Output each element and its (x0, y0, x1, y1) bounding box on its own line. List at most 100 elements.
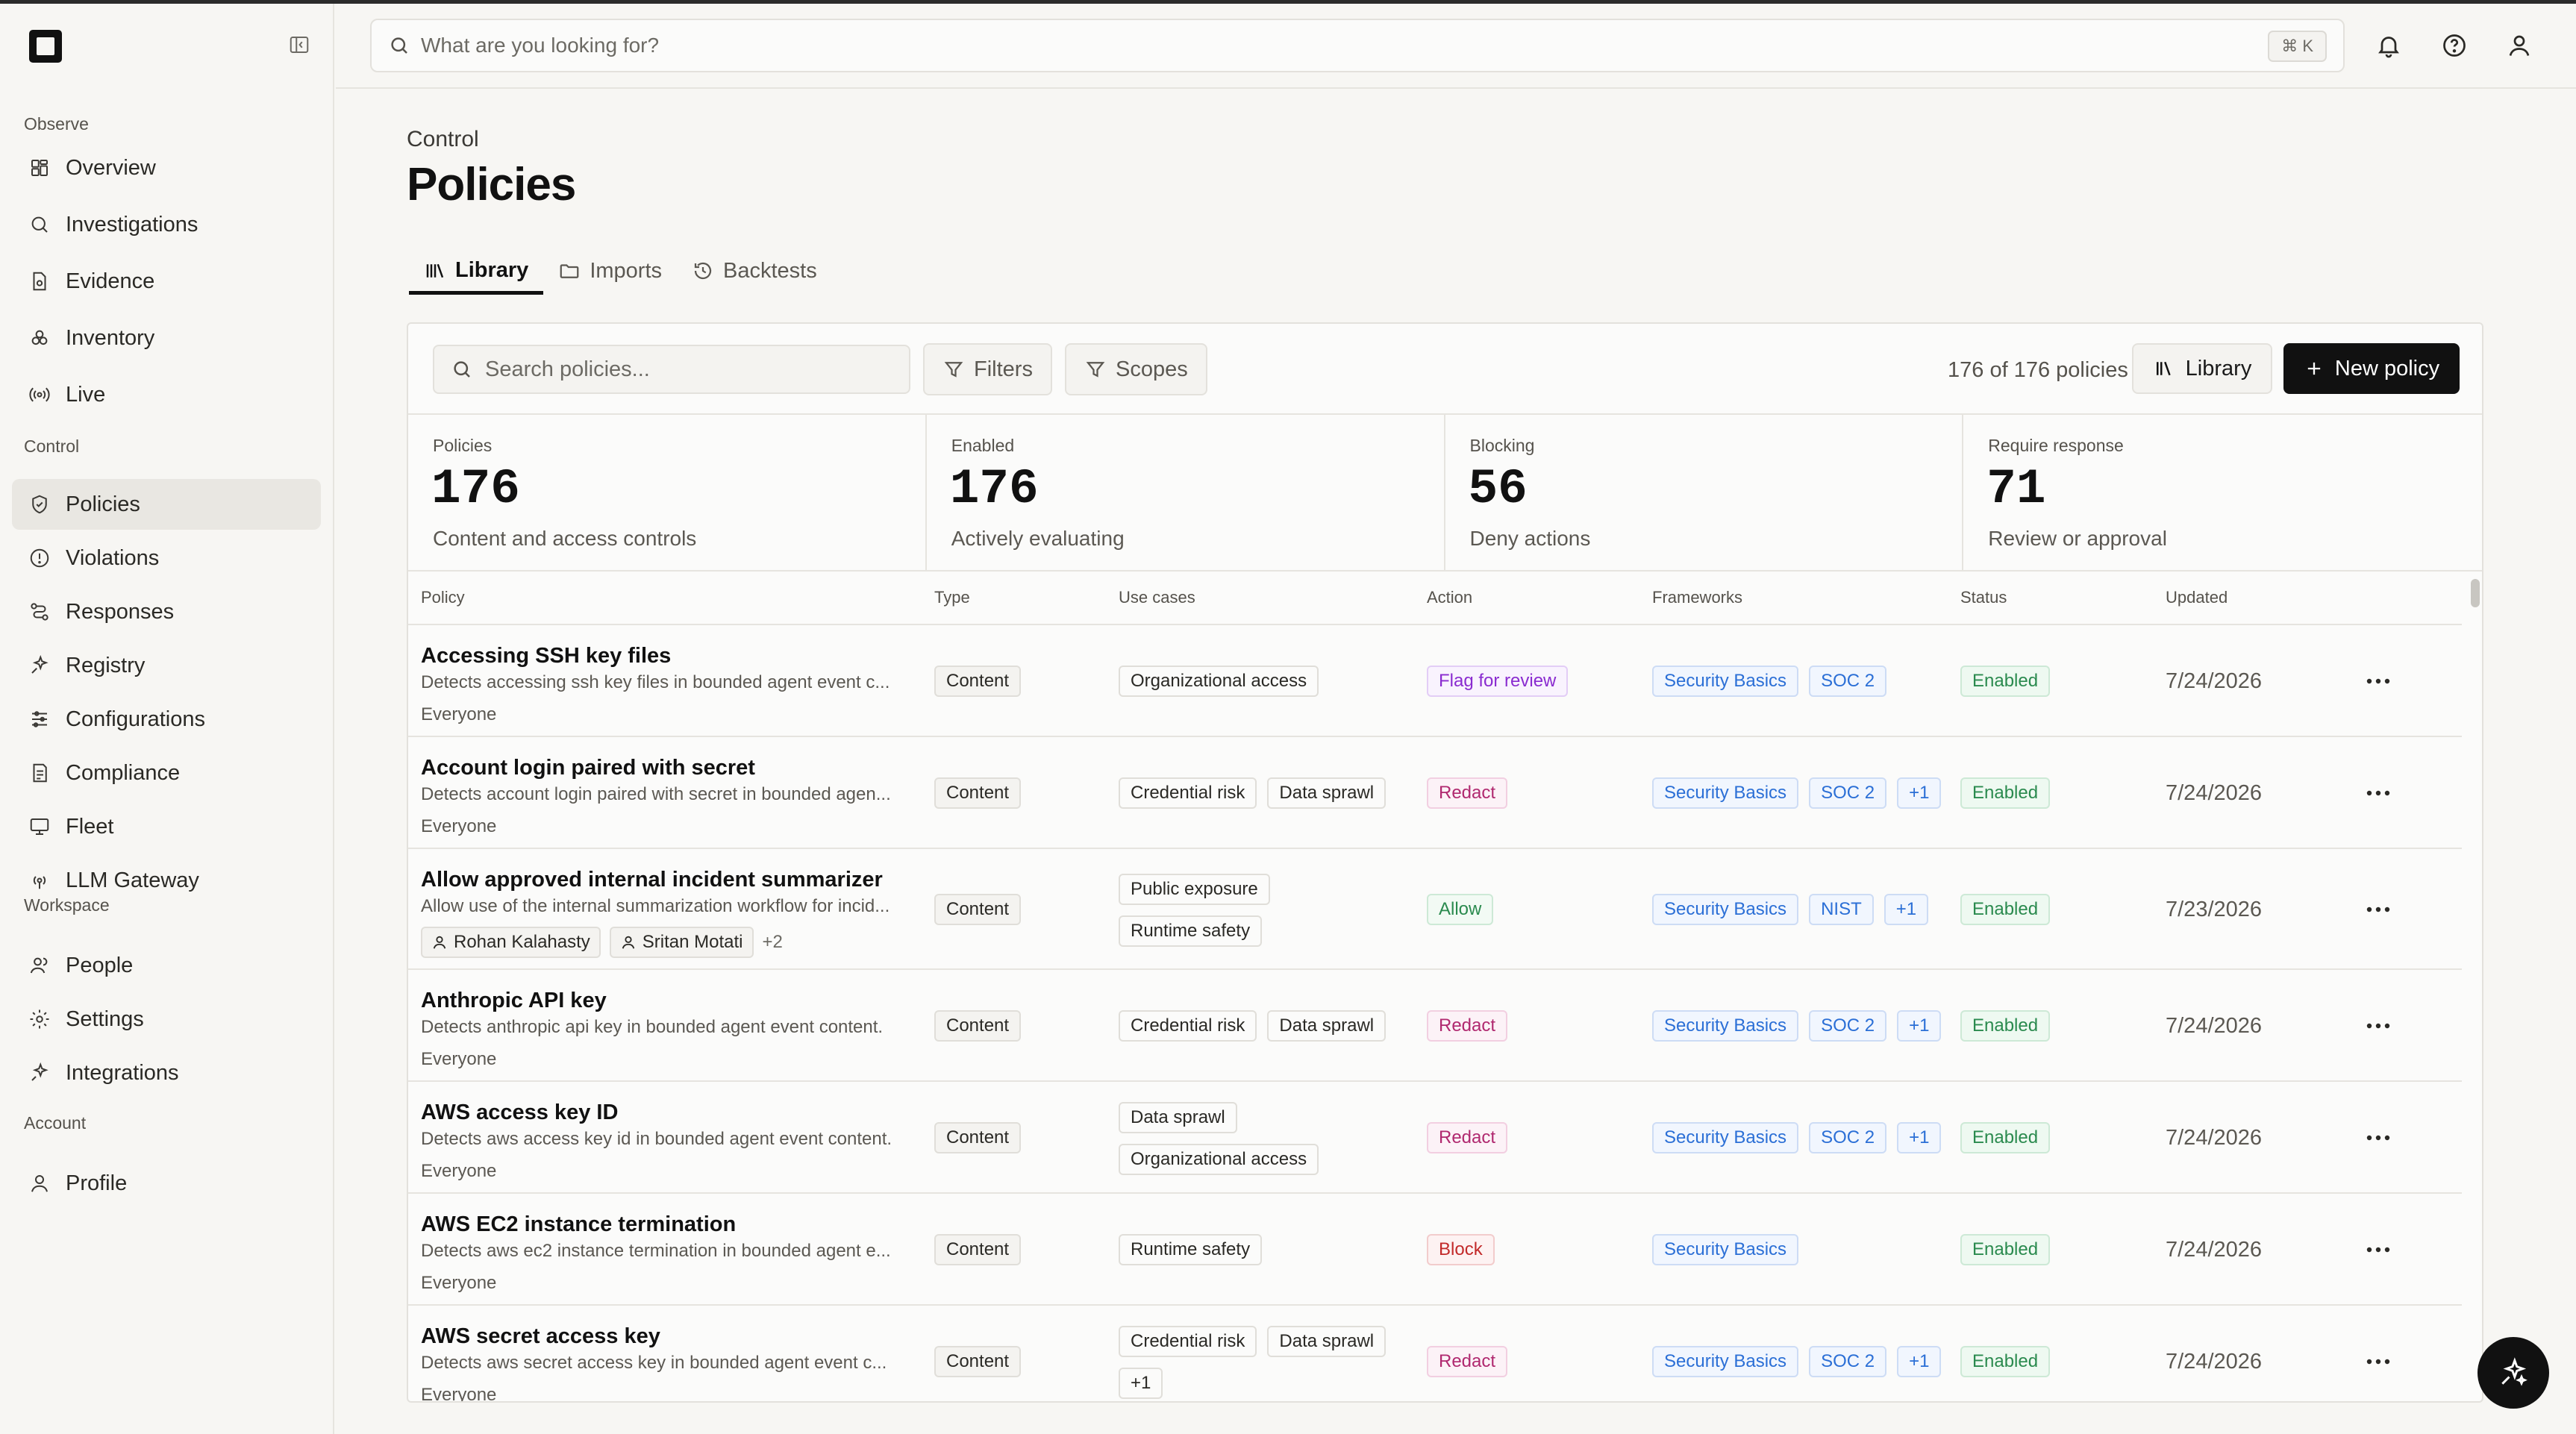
use-case-chip[interactable]: Runtime safety (1119, 915, 1263, 947)
app-logo[interactable] (29, 30, 62, 63)
use-case-chip[interactable]: Data sprawl (1119, 1102, 1237, 1133)
sidebar-item-inventory[interactable]: Inventory (12, 313, 321, 363)
column-header-policy[interactable]: Policy (421, 588, 465, 607)
framework-chip[interactable]: SOC 2 (1809, 1122, 1887, 1153)
new-policy-button[interactable]: New policy (2283, 343, 2460, 394)
framework-chip[interactable]: +1 (1897, 1346, 1942, 1377)
table-row[interactable]: Anthropic API key Detects anthropic api … (408, 970, 2462, 1082)
more-options-icon[interactable] (2363, 1242, 2393, 1257)
use-case-chip[interactable]: Data sprawl (1267, 1326, 1387, 1357)
framework-chip[interactable]: Security Basics (1652, 1010, 1799, 1042)
policy-name[interactable]: Account login paired with secret (421, 756, 755, 780)
sidebar-item-llm-gateway[interactable]: LLM Gateway (12, 855, 321, 906)
table-row[interactable]: AWS access key ID Detects aws access key… (408, 1082, 2462, 1194)
search-shortcut-badge: ⌘ K (2268, 31, 2327, 62)
table-scrollbar[interactable] (2466, 572, 2482, 1401)
policy-name[interactable]: Accessing SSH key files (421, 644, 672, 668)
column-header-status[interactable]: Status (1960, 588, 2007, 607)
use-case-chip[interactable]: +1 (1119, 1368, 1163, 1399)
framework-chip[interactable]: SOC 2 (1809, 1010, 1887, 1042)
owner-chip[interactable]: Sritan Motati (609, 927, 754, 958)
table-row[interactable]: Account login paired with secret Detects… (408, 737, 2462, 849)
use-case-chip[interactable]: Organizational access (1119, 666, 1319, 697)
more-options-icon[interactable] (2363, 786, 2393, 801)
sidebar-item-settings[interactable]: Settings (12, 994, 321, 1045)
framework-chip[interactable]: NIST (1809, 894, 1874, 925)
framework-chip[interactable]: Security Basics (1652, 1122, 1799, 1153)
use-case-chip[interactable]: Runtime safety (1119, 1234, 1263, 1265)
sidebar-item-fleet[interactable]: Fleet (12, 801, 321, 852)
help-icon[interactable] (2441, 32, 2468, 59)
more-options-icon[interactable] (2363, 902, 2393, 917)
policy-name[interactable]: Allow approved internal incident summari… (421, 868, 883, 892)
use-case-chip[interactable]: Public exposure (1119, 874, 1270, 905)
scrollbar-thumb[interactable] (2471, 579, 2480, 607)
framework-chip[interactable]: Security Basics (1652, 1234, 1799, 1265)
framework-chip[interactable]: SOC 2 (1809, 666, 1887, 697)
framework-chip[interactable]: +1 (1897, 1010, 1942, 1042)
policy-name[interactable]: AWS secret access key (421, 1324, 660, 1348)
scopes-button[interactable]: Scopes (1065, 343, 1207, 395)
framework-chip[interactable]: SOC 2 (1809, 1346, 1887, 1377)
framework-chip[interactable]: +1 (1883, 894, 1929, 925)
user-icon[interactable] (2506, 32, 2533, 59)
use-case-chip[interactable]: Credential risk (1119, 777, 1257, 809)
sidebar-item-investigations[interactable]: Investigations (12, 199, 321, 250)
sidebar-item-overview[interactable]: Overview (12, 143, 321, 193)
sidebar-item-policies[interactable]: Policies (12, 479, 321, 530)
more-options-icon[interactable] (2363, 674, 2393, 689)
tab-imports-label: Imports (590, 258, 663, 283)
column-header-updated[interactable]: Updated (2166, 588, 2228, 607)
more-options-icon[interactable] (2363, 1130, 2393, 1145)
sidebar-item-people[interactable]: People (12, 940, 321, 991)
policy-search-input[interactable]: Search policies... (433, 345, 910, 394)
use-case-chip[interactable]: Organizational access (1119, 1144, 1319, 1175)
framework-chip[interactable]: Security Basics (1652, 1346, 1799, 1377)
sidebar-item-compliance[interactable]: Compliance (12, 748, 321, 798)
more-options-icon[interactable] (2363, 1018, 2393, 1033)
tab-imports[interactable]: Imports (543, 250, 677, 292)
sidebar-item-registry[interactable]: Registry (12, 640, 321, 691)
use-case-chip[interactable]: Credential risk (1119, 1010, 1257, 1042)
owners-more-count[interactable]: +2 (762, 932, 783, 952)
table-row[interactable]: AWS EC2 instance termination Detects aws… (408, 1194, 2462, 1306)
more-options-icon[interactable] (2363, 1354, 2393, 1369)
policy-name[interactable]: Anthropic API key (421, 989, 607, 1012)
sidebar-item-responses[interactable]: Responses (12, 586, 321, 637)
bell-icon[interactable] (2375, 32, 2402, 59)
sidebar-item-integrations[interactable]: Integrations (12, 1048, 321, 1098)
library-button[interactable]: Library (2132, 343, 2272, 394)
framework-chip[interactable]: Security Basics (1652, 894, 1799, 925)
sidebar-item-live[interactable]: Live (12, 369, 321, 420)
sidebar-item-profile[interactable]: Profile (12, 1158, 321, 1209)
assistant-button[interactable] (2477, 1337, 2549, 1409)
breadcrumb[interactable]: Control (407, 127, 479, 151)
framework-chip[interactable]: +1 (1897, 777, 1942, 809)
collapse-sidebar-icon[interactable] (288, 34, 310, 56)
sidebar-item-evidence[interactable]: Evidence (12, 256, 321, 307)
column-header-type[interactable]: Type (934, 588, 970, 607)
owner-chip[interactable]: Rohan Kalahasty (421, 927, 601, 958)
tab-library[interactable]: Library (409, 250, 544, 295)
policy-name[interactable]: AWS access key ID (421, 1100, 619, 1124)
table-row[interactable]: Allow approved internal incident summari… (408, 849, 2462, 970)
framework-chip[interactable]: +1 (1897, 1122, 1942, 1153)
framework-chip[interactable]: Security Basics (1652, 777, 1799, 809)
sidebar-item-configurations[interactable]: Configurations (12, 694, 321, 745)
framework-chip[interactable]: SOC 2 (1809, 777, 1887, 809)
plug-icon (27, 1060, 52, 1086)
use-case-chip[interactable]: Data sprawl (1267, 1010, 1387, 1042)
sidebar-item-violations[interactable]: Violations (12, 533, 321, 583)
column-header-use-cases[interactable]: Use cases (1119, 588, 1195, 607)
tab-backtests[interactable]: Backtests (677, 250, 832, 292)
framework-chip[interactable]: Security Basics (1652, 666, 1799, 697)
column-header-frameworks[interactable]: Frameworks (1652, 588, 1743, 607)
filters-button[interactable]: Filters (923, 343, 1052, 395)
global-search-input[interactable]: What are you looking for? ⌘ K (370, 19, 2345, 72)
policy-name[interactable]: AWS EC2 instance termination (421, 1212, 737, 1236)
use-case-chip[interactable]: Data sprawl (1267, 777, 1387, 809)
table-row[interactable]: AWS secret access key Detects aws secret… (408, 1306, 2462, 1401)
table-row[interactable]: Accessing SSH key files Detects accessin… (408, 625, 2462, 737)
column-header-action[interactable]: Action (1427, 588, 1473, 607)
use-case-chip[interactable]: Credential risk (1119, 1326, 1257, 1357)
